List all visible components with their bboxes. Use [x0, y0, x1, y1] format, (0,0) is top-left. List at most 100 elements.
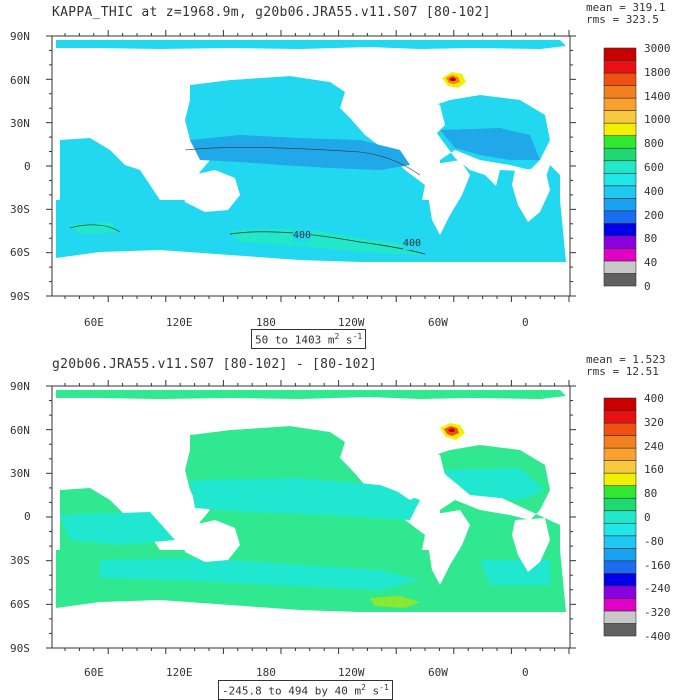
colorbar-swatch — [603, 447, 637, 461]
colorbar-swatch — [603, 235, 637, 249]
colorbar-tick-label: -400 — [644, 630, 671, 643]
colorbar-swatch — [603, 497, 637, 512]
colorbar-swatch — [603, 598, 637, 612]
colorbar-tick-label: 0 — [644, 511, 651, 524]
axis-ticks — [46, 30, 576, 654]
colorbar-swatch — [603, 260, 637, 274]
colorbar-swatch — [603, 47, 637, 61]
panel1-stat-rms: rms = 323.5 — [586, 13, 659, 26]
colorbar-swatch — [603, 435, 637, 449]
panel2-colorbar — [603, 397, 637, 637]
colorbar-swatch — [603, 535, 637, 549]
panel2-lon-60e: 60E — [84, 666, 104, 679]
colorbar-swatch — [603, 110, 637, 124]
panel1-contour-label: 400 — [293, 229, 312, 242]
panel1-lat-60n: 60N — [10, 74, 30, 87]
panel1-lon-180: 180 — [256, 316, 276, 329]
colorbar-tick-label: 1400 — [644, 89, 671, 103]
panel1-title: KAPPA_THIC at z=1968.9m, g20b06.JRA55.v1… — [52, 5, 491, 20]
panel1-lat-90s: 90S — [10, 290, 30, 303]
colorbar-tick-label: -160 — [644, 558, 671, 572]
colorbar-swatch — [603, 485, 637, 499]
colorbar-swatch — [603, 185, 637, 199]
colorbar-swatch — [603, 97, 637, 111]
panel2-lat-0: 0 — [24, 510, 31, 523]
colorbar-swatch — [603, 460, 637, 474]
land-north-america — [345, 88, 445, 150]
colorbar-swatch — [603, 548, 637, 562]
panel2-lat-30n: 30N — [10, 467, 30, 480]
colorbar-swatch — [603, 422, 637, 436]
colorbar-swatch — [603, 223, 637, 237]
colorbar-swatch — [603, 472, 637, 486]
colorbar-tick-label: 320 — [644, 415, 664, 429]
colorbar-swatch — [603, 72, 637, 86]
panel1-map — [52, 36, 570, 296]
panel2-lat-30s: 30S — [10, 554, 30, 567]
panel2-stat-rms: rms = 12.51 — [586, 365, 659, 378]
colorbar-tick-label: -320 — [644, 606, 671, 620]
colorbar-swatch — [603, 510, 637, 524]
panel2-lon-120w: 120W — [338, 666, 365, 679]
colorbar-swatch — [603, 522, 637, 537]
colorbar-tick-label: 800 — [644, 137, 664, 151]
colorbar-swatch — [603, 610, 637, 624]
colorbar-swatch — [603, 60, 637, 74]
colorbar-tick-label: 80 — [644, 487, 658, 501]
panel1-lon-60w: 60W — [428, 316, 448, 329]
colorbar-tick-label: 40 — [644, 256, 658, 270]
land-australia — [180, 170, 240, 212]
colorbar-swatch — [603, 122, 637, 136]
colorbar-tick-label: 600 — [644, 161, 664, 174]
colorbar-tick-label: 240 — [644, 439, 664, 453]
colorbar-tick-label: 200 — [644, 208, 664, 222]
colorbar-tick-label: 1800 — [644, 65, 671, 79]
land-greenland — [455, 55, 500, 85]
colorbar-swatch — [603, 147, 637, 162]
land-antarctica — [52, 262, 570, 296]
panel1-lon-120e: 120E — [166, 316, 193, 329]
panel2-stat-mean: mean = 1.523 — [586, 353, 666, 366]
panel2-lon-0: 0 — [522, 666, 529, 679]
colorbar-tick-label: 80 — [644, 232, 658, 246]
land-south-america — [428, 160, 470, 235]
arctic-ocean — [56, 40, 566, 49]
colorbar-swatch — [603, 248, 637, 262]
panel2-lat-90n: 90N — [10, 380, 30, 393]
panel1-lat-30s: 30S — [10, 203, 30, 216]
colorbar-swatch — [603, 198, 637, 212]
colorbar-tick-label: -240 — [644, 582, 671, 596]
panel2-map — [52, 386, 570, 648]
panel1-range-label: 50 to 1403 m2 s-1 — [251, 329, 367, 349]
panel2-lat-90s: 90S — [10, 642, 30, 655]
panel1-lon-120w: 120W — [338, 316, 365, 329]
colorbar-tick-label: 400 — [644, 184, 664, 198]
panel1-lat-60s: 60S — [10, 246, 30, 259]
panel2-range-label: -245.8 to 494 by 40 m2 s-1 — [218, 680, 393, 700]
colorbar-tick-label: 1000 — [644, 113, 671, 127]
colorbar-swatch — [603, 573, 637, 587]
land-africa — [512, 168, 550, 222]
colorbar-tick-label: 3000 — [644, 42, 671, 55]
colorbar-swatch — [603, 623, 637, 637]
panel2-title: g20b06.JRA55.v11.S07 [80-102] - [80-102] — [52, 357, 378, 372]
panel1-contour-label: 400 — [403, 237, 422, 250]
panel2-lon-120e: 120E — [166, 666, 193, 679]
land-eurasia — [56, 50, 330, 138]
colorbar-tick-label: 0 — [644, 280, 651, 293]
colorbar-swatch — [603, 160, 637, 174]
colorbar-swatch — [603, 172, 637, 187]
panel1-lat-0: 0 — [24, 160, 31, 173]
panel1-stat-mean: mean = 319.1 — [586, 1, 666, 14]
panel1-lon-0: 0 — [522, 316, 529, 329]
panel1-lat-90n: 90N — [10, 30, 30, 43]
colorbar-swatch — [603, 585, 637, 599]
colorbar-swatch — [603, 410, 637, 424]
panel2-lon-180: 180 — [256, 666, 276, 679]
colorbar-swatch — [603, 85, 637, 99]
colorbar-tick-label: 160 — [644, 463, 664, 477]
panel2-lat-60n: 60N — [10, 424, 30, 437]
colorbar-tick-label: 400 — [644, 392, 664, 405]
colorbar-tick-label: -80 — [644, 534, 664, 548]
